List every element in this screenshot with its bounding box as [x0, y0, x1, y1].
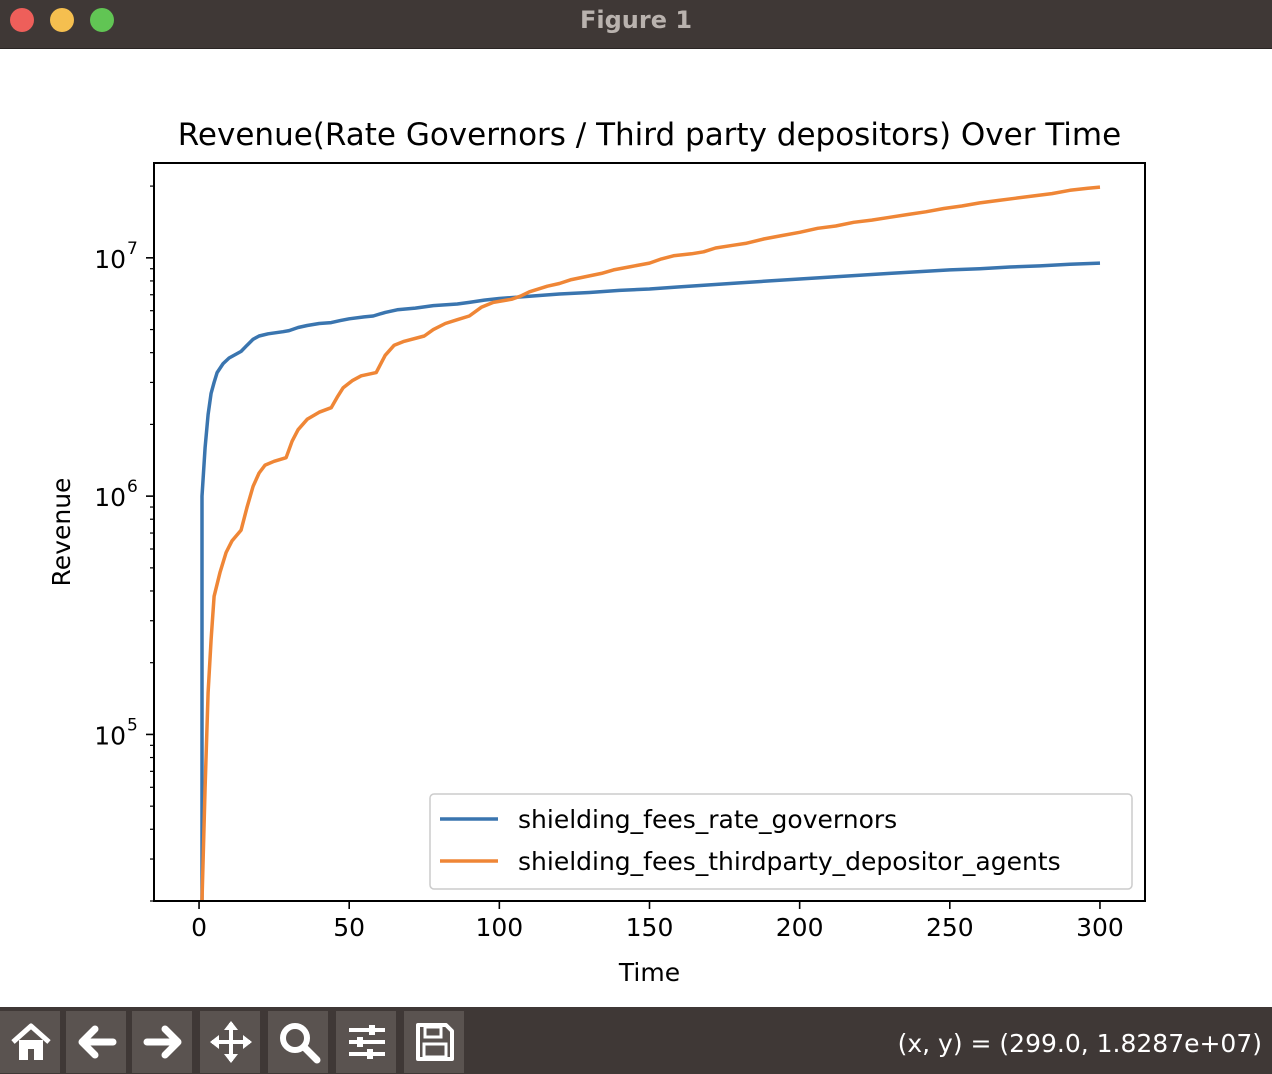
- x-tick-label: 200: [776, 913, 824, 942]
- y-tick-exponent: 5: [127, 715, 138, 735]
- x-tick-label: 0: [191, 913, 207, 942]
- legend-label-2: shielding_fees_thirdparty_depositor_agen…: [518, 847, 1061, 876]
- window-title: Figure 1: [579, 6, 693, 34]
- y-tick-exponent: 6: [127, 477, 138, 497]
- y-tick-label: 10: [94, 245, 126, 274]
- x-tick-label: 100: [475, 913, 523, 942]
- chart-title: Revenue(Rate Governors / Third party dep…: [178, 117, 1121, 153]
- navigation-toolbar: (x, y) = (299.0, 1.8287e+07): [0, 1007, 1272, 1074]
- x-tick-label: 250: [926, 913, 974, 942]
- x-tick-label: 150: [626, 913, 674, 942]
- series-line-2: [200, 185, 1101, 901]
- x-axis-label: Time: [618, 958, 680, 987]
- configure-subplots-icon: [349, 1025, 385, 1059]
- cursor-coordinates: (x, y) = (299.0, 1.8287e+07): [897, 1029, 1262, 1058]
- back-button[interactable]: [66, 1011, 128, 1073]
- zoom-magnifier-icon: [280, 1023, 321, 1064]
- line-chart: Revenue(Rate Governors / Third party dep…: [47, 117, 1146, 987]
- figure-canvas[interactable]: Revenue(Rate Governors / Third party dep…: [0, 49, 1272, 1007]
- configure-subplots-button[interactable]: [336, 1011, 398, 1073]
- window-titlebar: Figure 1: [0, 0, 1272, 49]
- legend-box: [429, 793, 1133, 890]
- y-tick-label: 10: [94, 483, 126, 512]
- save-button[interactable]: [404, 1011, 466, 1073]
- minimize-window-button[interactable]: [50, 8, 74, 32]
- home-icon: [11, 1023, 51, 1060]
- forward-arrow-icon: [143, 1025, 182, 1059]
- legend: shielding_fees_rate_governors shielding_f…: [429, 793, 1133, 890]
- y-tick-label: 10: [94, 721, 126, 750]
- pan-move-icon: [210, 1021, 252, 1063]
- home-button[interactable]: [0, 1011, 62, 1073]
- pan-button[interactable]: [200, 1011, 262, 1073]
- x-tick-label: 300: [1076, 913, 1124, 942]
- zoom-button[interactable]: [268, 1011, 330, 1073]
- close-window-button[interactable]: [10, 8, 34, 32]
- series-line-1: [200, 261, 1101, 901]
- x-tick-label: 50: [333, 913, 365, 942]
- forward-button[interactable]: [132, 1011, 194, 1073]
- save-disk-icon: [416, 1023, 454, 1061]
- y-tick-exponent: 7: [127, 239, 138, 259]
- back-arrow-icon: [78, 1025, 117, 1059]
- maximize-window-button[interactable]: [90, 8, 114, 32]
- legend-label-1: shielding_fees_rate_governors: [518, 805, 897, 834]
- plot-frame: [153, 162, 1146, 902]
- y-axis-label: Revenue: [47, 478, 76, 587]
